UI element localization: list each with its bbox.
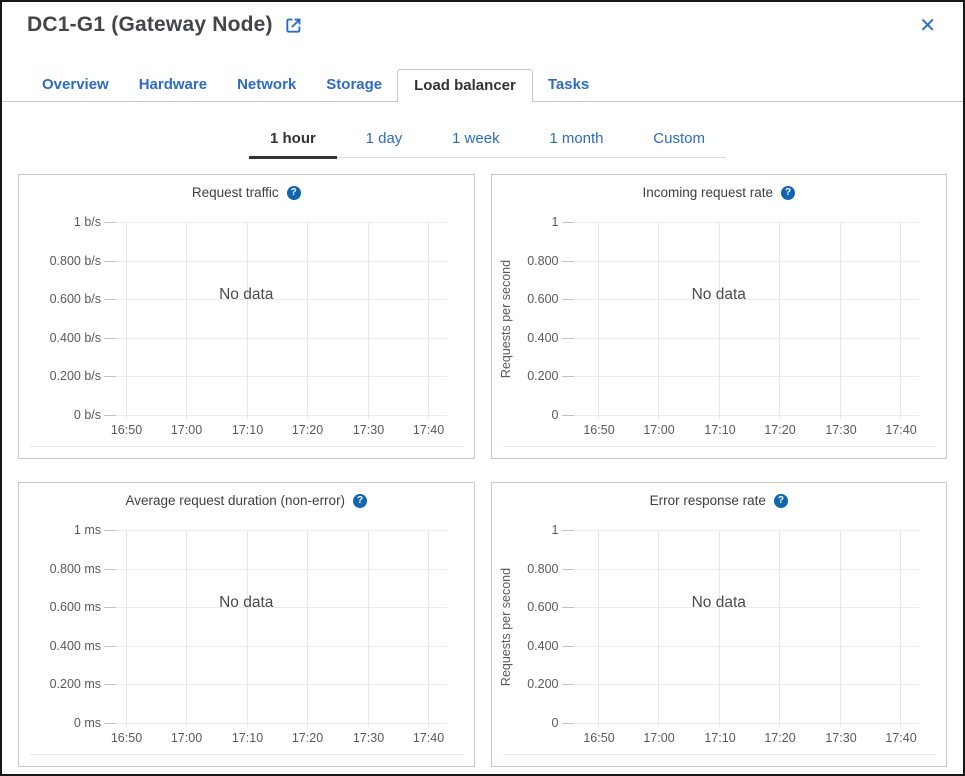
plot-area: Requests per second 1 0.800 0.600 0.400 … (499, 523, 919, 745)
x-tick-label: 17:20 (764, 423, 796, 437)
chart-title-row: Request traffic ? (19, 185, 474, 200)
y-tick-label: 0.600 ms (49, 600, 101, 615)
help-icon[interactable]: ? (286, 185, 301, 200)
help-icon[interactable]: ? (353, 493, 368, 508)
y-tick-label: 0 (551, 408, 559, 422)
legend-divider (502, 446, 935, 447)
y-tick-label: 0.400 b/s (49, 330, 101, 345)
x-tick-label: 16:50 (110, 423, 143, 437)
page-title: DC1-G1 (Gateway Node) (27, 13, 273, 36)
time-range-custom[interactable]: Custom (653, 130, 705, 147)
panel-incoming-request-rate: Incoming request rate ? Requests per sec… (490, 174, 947, 459)
x-tick-label: 16:50 (583, 731, 615, 745)
y-axis-title: Requests per second (498, 259, 513, 378)
help-icon[interactable]: ? (781, 185, 796, 200)
x-tick-label: 17:30 (352, 423, 385, 437)
chart-title: Request traffic (191, 185, 279, 200)
y-tick-label: 0.800 ms (49, 561, 101, 576)
x-tick-label: 17:40 (412, 731, 445, 745)
y-tick-label: 1 (551, 215, 559, 229)
tab-tasks[interactable]: Tasks (547, 76, 590, 93)
chart-title-row: Average request duration (non-error) ? (19, 493, 474, 508)
x-tick-label: 17:00 (643, 423, 675, 437)
x-tick-label: 16:50 (583, 423, 615, 437)
x-tick-label: 17:20 (291, 731, 324, 745)
y-axis-title: Requests per second (498, 567, 513, 686)
y-tick-label: 0.200 ms (49, 677, 101, 692)
x-tick-label: 16:50 (110, 731, 143, 745)
legend-divider (502, 754, 935, 755)
time-range-1-month[interactable]: 1 month (549, 130, 604, 147)
plot-area: 1 b/s 0.800 b/s 0.600 b/s 0.400 b/s 0.20… (50, 215, 447, 437)
y-tick-label: 0.200 (527, 677, 559, 692)
tab-hardware[interactable]: Hardware (138, 76, 208, 93)
y-tick-label: 0 (551, 716, 559, 730)
panel-request-traffic: Request traffic ? 1 b/s 0.800 b/s 0.600 … (18, 174, 475, 459)
x-tick-label: 17:10 (704, 423, 736, 437)
no-data-message: No data (691, 594, 746, 611)
x-tick-label: 17:00 (643, 731, 675, 745)
tab-network[interactable]: Network (237, 76, 297, 93)
x-tick-label: 17:40 (412, 423, 445, 437)
time-range-selector: 1 hour 1 day 1 week 1 month Custom (249, 128, 726, 159)
plot-area: 1 ms 0.800 ms 0.600 ms 0.400 ms 0.200 ms… (50, 523, 447, 745)
close-icon[interactable]: ✕ (919, 15, 936, 37)
y-tick-label: 0.400 ms (49, 638, 101, 653)
y-tick-label: 0.200 b/s (49, 369, 101, 384)
help-icon[interactable]: ? (773, 493, 788, 508)
x-tick-label: 17:30 (825, 423, 857, 437)
legend-divider (30, 446, 463, 447)
x-tick-label: 17:30 (352, 731, 385, 745)
y-tick-label: 0.400 (527, 330, 559, 345)
y-tick-label: 0.200 (527, 369, 559, 384)
y-tick-label: 0.600 b/s (49, 292, 101, 307)
x-tick-label: 17:40 (885, 731, 917, 745)
y-tick-label: 1 (551, 523, 559, 537)
legend-divider (30, 754, 463, 755)
tab-bar: Overview Hardware Network Storage Load b… (2, 69, 963, 102)
external-link-icon[interactable] (284, 16, 303, 35)
chart-title: Average request duration (non-error) (125, 493, 346, 508)
y-tick-label: 0.800 (527, 561, 559, 576)
x-tick-label: 17:20 (764, 731, 796, 745)
no-data-message: No data (691, 286, 746, 303)
y-tick-label: 1 b/s (73, 215, 101, 229)
y-tick-label: 0.800 b/s (49, 253, 101, 268)
x-tick-label: 17:00 (170, 423, 203, 437)
time-range-1-hour[interactable]: 1 hour (249, 128, 337, 159)
charts-grid: Request traffic ? 1 b/s 0.800 b/s 0.600 … (18, 174, 947, 767)
tab-overview[interactable]: Overview (42, 76, 109, 93)
x-tick-label: 17:10 (704, 731, 736, 745)
title-row: DC1-G1 (Gateway Node) (27, 13, 303, 37)
time-range-1-day[interactable]: 1 day (365, 130, 403, 147)
time-range-1-week[interactable]: 1 week (452, 130, 500, 147)
x-tick-label: 17:00 (170, 731, 203, 745)
y-tick-label: 1 ms (73, 523, 101, 537)
no-data-message: No data (219, 594, 274, 611)
chart-title-row: Incoming request rate ? (492, 185, 947, 200)
y-tick-label: 0.400 (527, 638, 559, 653)
tab-load-balancer[interactable]: Load balancer (397, 69, 533, 102)
panel-error-response-rate: Error response rate ? Requests per secon… (490, 482, 947, 767)
y-tick-label: 0.600 (527, 292, 559, 307)
no-data-message: No data (219, 286, 274, 303)
chart-title-row: Error response rate ? (492, 493, 947, 508)
chart-title: Incoming request rate (642, 185, 774, 200)
x-tick-label: 17:10 (231, 423, 264, 437)
panel-average-request-duration: Average request duration (non-error) ? 1… (18, 482, 475, 767)
tab-storage[interactable]: Storage (326, 76, 383, 93)
chart-title: Error response rate (649, 493, 766, 508)
x-tick-label: 17:30 (825, 731, 857, 745)
x-tick-label: 17:10 (231, 731, 264, 745)
x-tick-label: 17:20 (291, 423, 324, 437)
y-tick-label: 0 ms (73, 716, 101, 730)
y-tick-label: 0.800 (527, 253, 559, 268)
plot-area: Requests per second 1 0.800 0.600 0.400 … (499, 215, 919, 437)
y-tick-label: 0.600 (527, 600, 559, 615)
x-tick-label: 17:40 (885, 423, 917, 437)
y-tick-label: 0 b/s (73, 408, 101, 422)
header: DC1-G1 (Gateway Node) ✕ (2, 2, 963, 70)
